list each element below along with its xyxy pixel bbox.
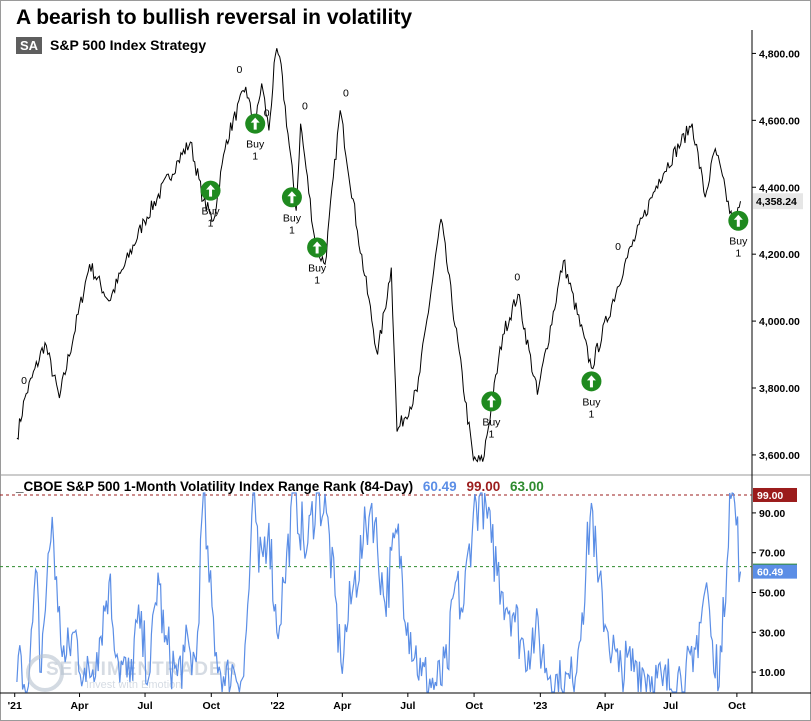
buy-signal-label: Buy <box>202 206 221 218</box>
buy-signal-count: 1 <box>252 151 258 163</box>
last-price-box <box>753 193 803 210</box>
signal-zero-label: 0 <box>236 64 242 76</box>
last-price-label: 4,358.24 <box>756 196 797 208</box>
indicator-current-value-label: 60.49 <box>757 567 783 579</box>
indicator-tick-label: 90.00 <box>759 508 785 520</box>
price-tick-label: 4,000.00 <box>759 316 800 328</box>
up-arrow-icon <box>250 117 260 130</box>
indicator-lower-threshold: 63.00 <box>510 479 544 494</box>
up-arrow-icon <box>312 241 322 254</box>
x-tick-label: Oct <box>465 700 483 712</box>
buy-signal-label: Buy <box>482 416 501 428</box>
x-tick-label: Apr <box>333 700 351 712</box>
indicator-current-value-box <box>753 564 797 579</box>
up-arrow-icon <box>287 191 297 204</box>
buy-signal-label: Buy <box>283 212 302 224</box>
volatility-rank-line <box>16 492 742 693</box>
up-arrow-icon <box>586 375 596 388</box>
signal-zero-label: 0 <box>343 87 349 99</box>
buy-signal-count: 1 <box>735 248 741 260</box>
x-tick-label: Jul <box>663 700 678 712</box>
x-tick-label: Oct <box>728 700 746 712</box>
indicator-legend: _CBOE S&P 500 1-Month Volatility Index R… <box>16 479 550 494</box>
indicator-tick-label: 70.00 <box>759 548 785 560</box>
buy-signal-label: Buy <box>582 396 601 408</box>
up-arrow-icon <box>206 184 216 197</box>
x-tick-label: Jul <box>137 700 152 712</box>
price-tick-label: 4,600.00 <box>759 115 800 127</box>
chart-subtitle: S&P 500 Index Strategy <box>50 37 207 53</box>
buy-signal-count: 1 <box>488 428 494 440</box>
signal-zero-label: 0 <box>514 271 520 283</box>
signal-zero-label: 0 <box>21 375 27 387</box>
buy-signal-count: 1 <box>589 408 595 420</box>
indicator-tick-label: 30.00 <box>759 627 785 639</box>
indicator-tick-label: 50.00 <box>759 588 785 600</box>
signal-zero-label: 0 <box>615 241 621 253</box>
buy-signal-label: Buy <box>308 262 327 274</box>
symbol-badge: SA <box>16 37 42 54</box>
x-tick-label: Oct <box>203 700 221 712</box>
x-tick-label: Apr <box>596 700 614 712</box>
x-tick-label: Apr <box>70 700 88 712</box>
signal-zero-label: 0 <box>264 107 270 119</box>
buy-signal-count: 1 <box>289 224 295 236</box>
indicator-tick-label: 10.00 <box>759 667 785 679</box>
price-tick-label: 4,200.00 <box>759 249 800 261</box>
signal-zero-label: 0 <box>302 101 308 113</box>
indicator-current-value: 60.49 <box>422 479 457 494</box>
up-arrow-icon <box>733 214 743 227</box>
upper-threshold-value-label: 99.00 <box>757 490 783 502</box>
upper-threshold-value-box <box>753 487 797 502</box>
price-series-line <box>16 48 741 463</box>
chart-title: A bearish to bullish reversal in volatil… <box>16 6 413 29</box>
watermark-logo-icon <box>26 654 64 692</box>
price-tick-label: 3,600.00 <box>759 450 800 462</box>
indicator-upper-threshold: 99.00 <box>466 479 501 494</box>
up-arrow-icon <box>486 395 496 408</box>
buy-signal-count: 1 <box>208 218 214 230</box>
price-tick-label: 4,800.00 <box>759 48 800 60</box>
x-tick-label: Jul <box>400 700 415 712</box>
x-tick-label: '22 <box>270 700 284 712</box>
x-tick-label: '21 <box>8 700 22 712</box>
price-tick-label: 4,400.00 <box>759 182 800 194</box>
buy-signal-label: Buy <box>246 139 265 151</box>
buy-signal-label: Buy <box>729 236 748 248</box>
price-tick-label: 3,800.00 <box>759 383 800 395</box>
watermark-tagline: Invest with Emotion <box>86 679 182 691</box>
x-tick-label: '23 <box>533 700 547 712</box>
indicator-name: _CBOE S&P 500 1-Month Volatility Index R… <box>16 479 414 494</box>
buy-signal-count: 1 <box>314 274 320 286</box>
